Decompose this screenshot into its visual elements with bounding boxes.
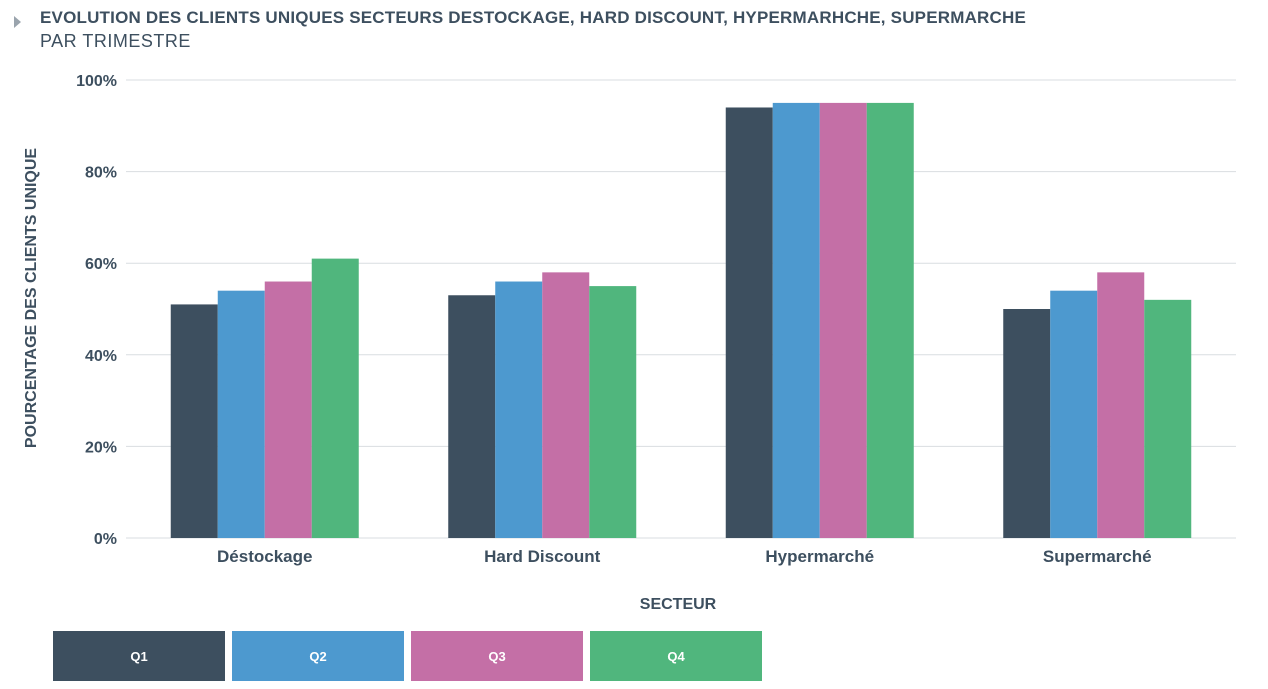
x-tick-label: Hypermarché	[765, 547, 874, 566]
bar-q3-0[interactable]	[264, 281, 312, 538]
bar-q3-2[interactable]	[819, 102, 867, 539]
bar-q1-3[interactable]	[1003, 309, 1051, 538]
y-tick-label: 100%	[76, 73, 117, 90]
bars-group	[170, 102, 1192, 539]
legend-item-q2[interactable]: Q2	[232, 631, 404, 681]
x-tick-labels: Déstockage Hard Discount Hypermarché Superm…	[217, 547, 1152, 566]
bar-q1-0[interactable]	[170, 304, 218, 538]
y-tick-label: 80%	[85, 165, 117, 182]
x-tick-label: Hard Discount	[484, 547, 601, 566]
bar-q2-1[interactable]	[495, 281, 543, 538]
bar-q2-2[interactable]	[772, 102, 820, 539]
bar-q4-0[interactable]	[311, 258, 359, 538]
y-tick-label: 40%	[85, 348, 117, 365]
bar-q4-3[interactable]	[1144, 299, 1192, 538]
bar-q4-1[interactable]	[589, 286, 637, 538]
y-tick-labels: 0% 20% 40% 60% 80% 100%	[76, 73, 117, 548]
bar-q3-3[interactable]	[1097, 272, 1145, 538]
chart-title: EVOLUTION DES CLIENTS UNIQUES SECTEURS D…	[40, 8, 1027, 27]
bar-q3-1[interactable]	[542, 272, 590, 538]
collapse-toggle-icon[interactable]	[14, 16, 21, 28]
legend-item-q4[interactable]: Q4	[590, 631, 762, 681]
bar-q2-3[interactable]	[1050, 290, 1098, 538]
legend-item-q3[interactable]: Q3	[411, 631, 583, 681]
y-tick-label: 60%	[85, 256, 117, 273]
bar-q2-0[interactable]	[217, 290, 265, 538]
bar-q4-2[interactable]	[866, 102, 914, 539]
legend: Q1 Q2 Q3 Q4	[53, 631, 762, 681]
y-tick-label: 20%	[85, 439, 117, 456]
legend-item-q1[interactable]: Q1	[53, 631, 225, 681]
x-axis-label: SECTEUR	[640, 596, 717, 613]
y-tick-label: 0%	[94, 531, 117, 548]
x-tick-label: Supermarché	[1043, 547, 1152, 566]
bar-q1-1[interactable]	[448, 295, 496, 538]
y-axis-label: POURCENTAGE DES CLIENTS UNIQUE	[23, 148, 40, 449]
x-tick-label: Déstockage	[217, 547, 312, 566]
chart-subtitle: PAR TRIMESTRE	[40, 31, 191, 51]
bar-q1-2[interactable]	[725, 107, 773, 538]
